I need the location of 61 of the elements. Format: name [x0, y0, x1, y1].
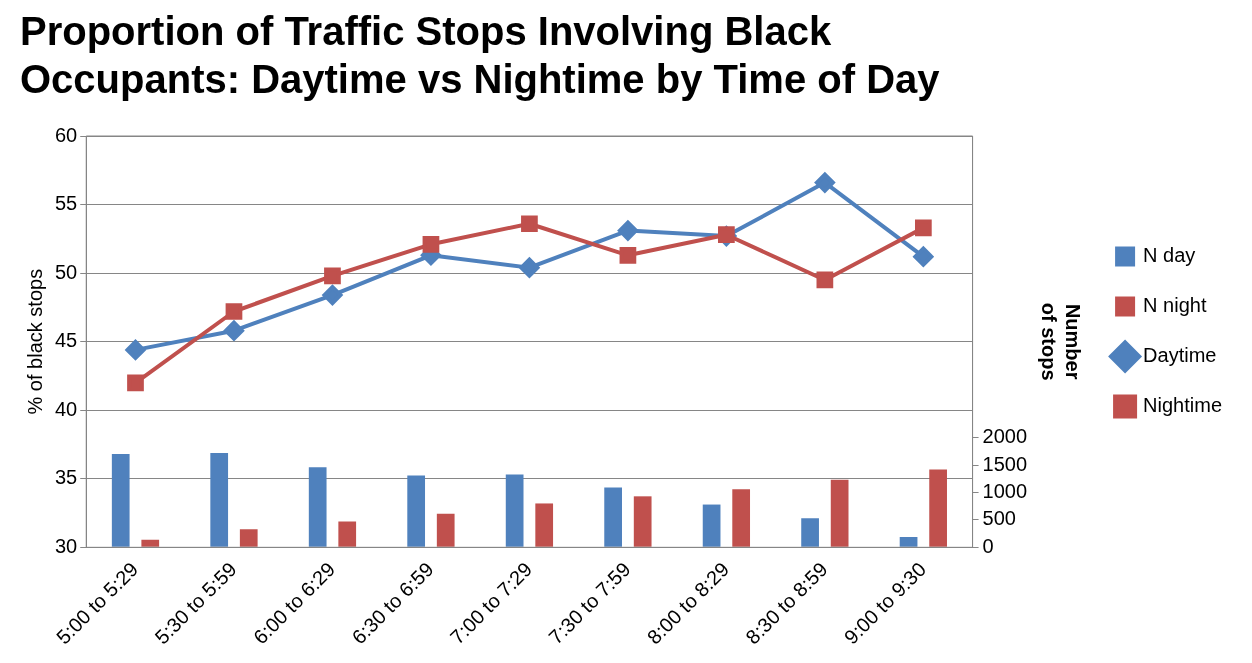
bar — [899, 536, 918, 547]
x-tick-label: 5:30 to 5:59 — [150, 557, 241, 649]
point — [225, 303, 243, 320]
y2-tick-label: 2000 — [982, 425, 1028, 448]
y-tick-label: 45 — [55, 329, 78, 352]
x-tick-label: 6:30 to 6:59 — [347, 557, 438, 649]
point — [322, 285, 343, 306]
bar — [702, 504, 721, 547]
bar — [407, 475, 426, 547]
y-tick-label: 35 — [55, 466, 78, 489]
bar — [535, 503, 554, 547]
y2-axis-title: Number of stops — [1037, 302, 1084, 381]
point — [125, 339, 146, 360]
bar — [210, 453, 229, 547]
x-tick-label: 8:00 to 8:29 — [642, 557, 734, 649]
bar — [505, 474, 524, 547]
chart-title: Proportion of Traffic Stops Involving Black Occupants: Daytime vs Nightime by Time of Day — [20, 9, 941, 102]
bar — [929, 469, 947, 547]
y-tick-label: 30 — [55, 534, 78, 557]
bar — [141, 539, 160, 547]
x-tick-label: 5:00 to 5:29 — [51, 557, 143, 649]
y2-tick-label: 500 — [982, 507, 1016, 530]
point — [914, 219, 932, 237]
bar — [801, 518, 819, 547]
bar — [111, 454, 130, 547]
point — [127, 374, 144, 392]
y-axis-title: % of black stops — [23, 268, 46, 415]
point — [223, 320, 244, 341]
x-tick-label: 8:30 to 8:59 — [741, 557, 832, 649]
y-tick-label: 50 — [55, 260, 78, 283]
bar — [604, 487, 622, 547]
y-tick-label: 40 — [55, 397, 78, 420]
bar — [830, 479, 849, 547]
bar — [436, 513, 455, 547]
legend-label: N night — [1143, 294, 1207, 317]
y-tick-label: 60 — [55, 123, 78, 146]
bar — [732, 489, 751, 547]
point — [816, 271, 834, 289]
point — [617, 220, 638, 241]
point — [324, 267, 341, 285]
x-tick-label: 6:00 to 6:29 — [248, 557, 340, 649]
point — [422, 235, 440, 253]
bar — [633, 496, 652, 547]
bar — [239, 529, 258, 547]
y2-tick-label: 1000 — [982, 480, 1028, 502]
y2-tick-label: 1500 — [982, 452, 1028, 475]
point — [814, 172, 835, 193]
point — [521, 215, 538, 233]
legend-label: Nightime — [1143, 394, 1223, 417]
point — [519, 257, 540, 278]
y-tick-label: 55 — [55, 192, 78, 215]
point — [913, 246, 934, 267]
x-tick-label: 7:00 to 7:29 — [445, 557, 537, 649]
point — [619, 246, 637, 264]
legend-label: Daytime — [1143, 344, 1217, 367]
bar — [308, 467, 327, 547]
x-tick-label: 9:00 to 9:30 — [839, 557, 931, 649]
bar — [338, 521, 357, 547]
x-tick-label: 7:30 to 7:59 — [544, 557, 635, 649]
legend-label: N day — [1143, 244, 1196, 267]
y2-tick-label: 0 — [982, 534, 994, 557]
